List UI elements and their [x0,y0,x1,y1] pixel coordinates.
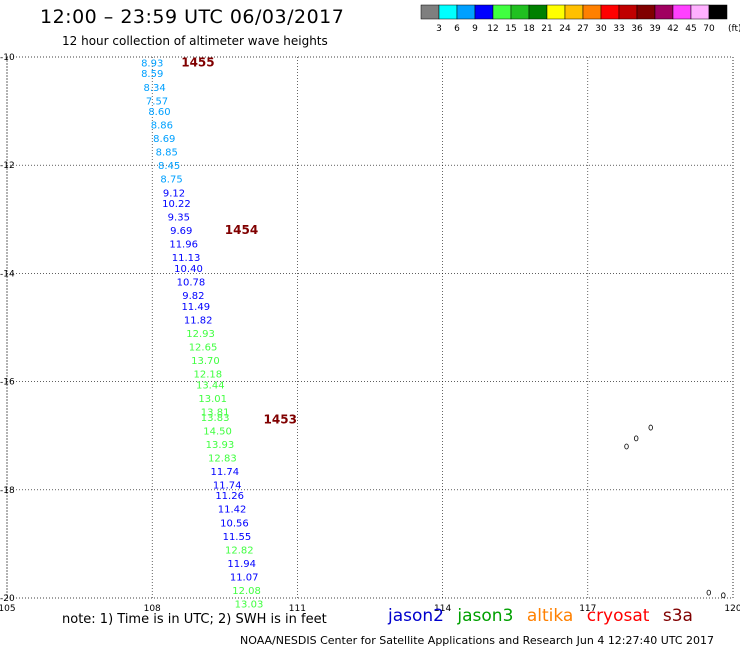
time-label: 1453 [264,412,297,426]
wave-height-value: 13.81 [201,407,230,418]
color-scale-label: 70 [703,24,715,34]
wave-height-value: 11.94 [227,559,256,570]
satellite-cryosat: cryosat [586,606,650,626]
color-scale-label: 18 [523,24,535,34]
wave-height-value: 9.69 [170,226,192,237]
wave-height-value: 13.44 [196,380,225,391]
time-label: 1455 [181,55,214,69]
wave-height-value: 11.55 [223,532,252,543]
satellite-legend: jason2 jason3 altika cryosat s3a [388,606,701,626]
color-scale-label: 30 [595,24,607,34]
wave-height-value: 12.82 [225,545,254,556]
wave-height-value: 9.12 [163,188,185,199]
color-scale-label: 36 [631,24,643,34]
satellite-altika: altika [526,606,574,626]
wave-height-value: 11.13 [172,253,201,264]
color-scale-label: 39 [649,24,661,34]
x-tick-label: 108 [144,604,161,614]
color-scale-label: 33 [613,24,624,34]
wave-height-value: 13.93 [206,440,235,451]
x-tick-label: 120 [724,604,740,614]
wave-height-value: 11.42 [218,505,247,516]
island-shape [624,443,629,450]
wave-height-value: 13.03 [235,599,264,610]
wave-height-value: 8.75 [160,175,182,186]
wave-height-value: 12.08 [232,586,261,597]
time-label: 1454 [225,223,258,237]
x-tick-label: 105 [0,604,16,614]
wave-height-value: 11.26 [215,491,244,502]
color-scale-label: 6 [454,24,460,34]
y-tick-label: -12 [0,161,15,171]
y-tick-label: -10 [0,53,15,63]
wave-height-value: 10.56 [220,518,249,529]
wave-height-value: 8.93 [141,58,163,69]
wave-height-value: 11.82 [184,315,213,326]
wave-height-value: 8.69 [153,134,175,145]
island-shape [721,592,726,599]
footnote: note: 1) Time is in UTC; 2) SWH is in fe… [62,612,327,627]
satellite-jason2: jason2 [388,606,444,626]
wave-height-value: 11.49 [181,302,210,313]
y-tick-label: -20 [0,594,15,604]
satellite-s3a: s3a [662,606,693,626]
wave-height-value: 11.74 [210,467,239,478]
y-tick-label: -14 [0,269,15,279]
y-tick-label: -18 [0,486,15,496]
wave-height-value: 8.86 [151,121,173,132]
wave-height-value: 8.59 [141,69,163,80]
wave-height-value: 12.65 [189,342,218,353]
wave-height-value: 9.82 [182,291,204,302]
chart-subtitle: 12 hour collection of altimeter wave hei… [62,34,328,48]
color-swatch [708,4,728,20]
color-scale-label: 24 [559,24,571,34]
x-tick-label: 117 [579,604,596,614]
plot-frame [6,56,734,599]
wave-height-value: 10.78 [177,278,206,289]
color-scale-label: 45 [685,24,696,34]
wave-height-value: 14.50 [203,426,232,437]
wave-height-value: 13.01 [198,394,227,405]
wave-height-value: 8.45 [158,161,180,172]
wave-height-value: 10.22 [162,199,191,210]
color-scale-label: 27 [577,24,588,34]
wave-height-value: 9.35 [168,213,190,224]
island-shape [634,435,639,442]
y-tick-label: -16 [0,378,15,388]
color-scale-label: 12 [487,24,498,34]
wave-height-value: 13.83 [201,413,230,424]
island-shape [648,424,653,431]
color-scale-label: 15 [505,24,516,34]
satellite-jason3: jason3 [457,606,514,626]
x-tick-label: 114 [434,604,451,614]
color-scale-label: 9 [472,24,478,34]
island-shape [706,589,711,596]
wave-height-value: 13.70 [191,356,220,367]
wave-height-value: 12.18 [194,369,223,380]
wave-height-value: 8.34 [143,83,165,94]
wave-height-value: 11.74 [213,480,242,491]
chart-title: 12:00 – 23:59 UTC 06/03/2017 [40,6,345,28]
wave-height-value: 11.96 [169,240,198,251]
wave-height-value: 8.60 [148,107,170,118]
wave-height-value: 10.40 [174,264,203,275]
color-scale-unit: (ft) [728,24,740,34]
wave-height-value: 12.93 [186,329,215,340]
wave-height-value: 12.83 [208,453,237,464]
wave-height-value: 7.57 [146,96,168,107]
wave-height-value: 11.07 [230,572,259,583]
color-scale-label: 3 [436,24,442,34]
x-tick-label: 111 [289,604,306,614]
color-scale-label: 21 [541,24,552,34]
color-scale-label: 42 [667,24,678,34]
wave-height-value: 8.85 [156,148,178,159]
credit-line: NOAA/NESDIS Center for Satellite Applica… [240,634,715,647]
